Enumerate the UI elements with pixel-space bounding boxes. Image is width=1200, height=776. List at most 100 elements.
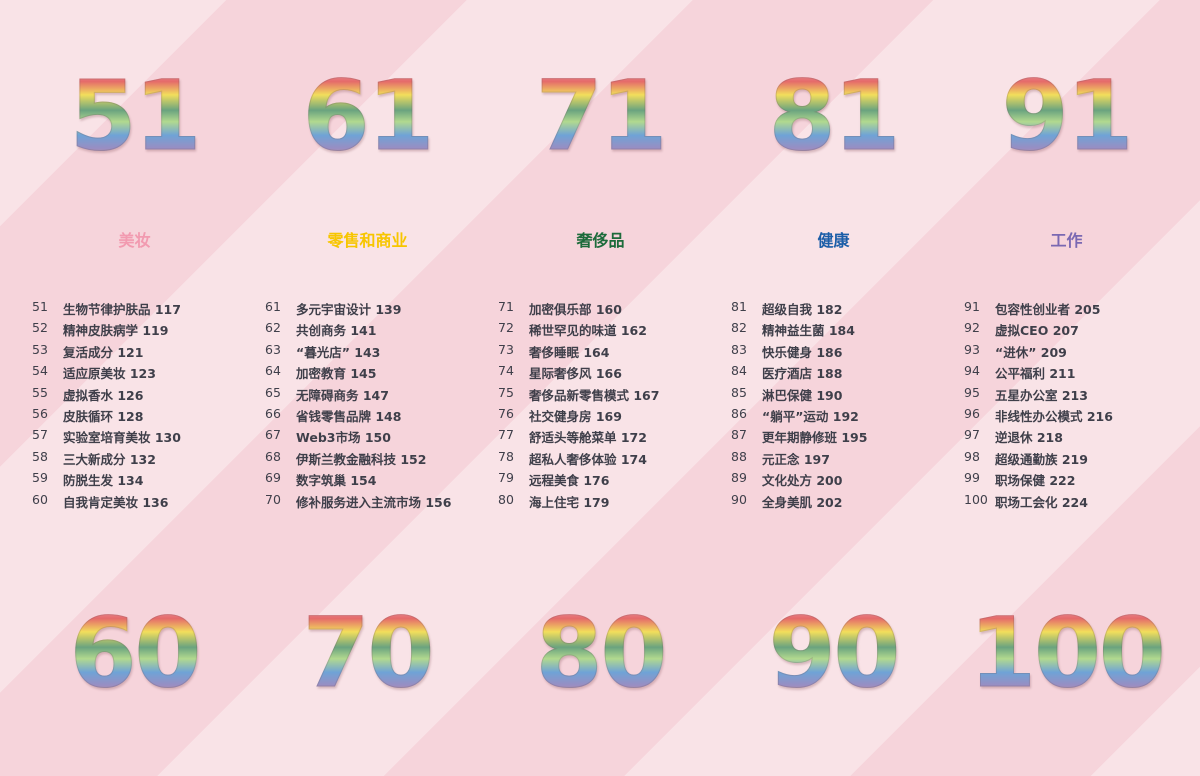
trend-title-page: 三大新成分 132 xyxy=(63,451,156,467)
range-start-number: 71 xyxy=(484,68,717,165)
trend-title-page: 超级自我 182 xyxy=(762,302,843,317)
trend-title-page: 职场工会化 224 xyxy=(995,494,1088,510)
trend-number: 69 xyxy=(265,470,281,486)
trend-number: 96 xyxy=(964,405,980,421)
trend-title-page: 实验室培育美妆 130 xyxy=(63,430,181,446)
trend-number: 91 xyxy=(964,299,980,314)
list-item: 74 星际奢侈风 166 xyxy=(498,363,659,384)
trend-number: 75 xyxy=(498,384,514,400)
category-column: 81 健康 81 超级自我 182 82 精神益生菌 184 83 快乐健身 186 84 医… xyxy=(717,0,950,776)
range-end-number: 70 xyxy=(251,605,484,702)
trend-number: 71 xyxy=(498,299,514,314)
list-item: 94 公平福利 211 xyxy=(964,363,1113,384)
trend-number: 72 xyxy=(498,320,514,336)
trend-title-page: 精神皮肤病学 119 xyxy=(63,323,169,339)
trend-title-page: 远程美食 176 xyxy=(529,473,610,489)
trend-number: 51 xyxy=(32,299,48,314)
trend-title-page: 虚拟CEO 207 xyxy=(995,323,1079,339)
list-item: 89 文化处方 200 xyxy=(731,470,867,491)
trend-title-page: 快乐健身 186 xyxy=(762,344,843,360)
list-item: 58 三大新成分 132 xyxy=(32,449,181,470)
range-end-number: 90 xyxy=(717,605,950,702)
list-item: 95 五星办公室 213 xyxy=(964,385,1113,406)
trend-title-page: 五星办公室 213 xyxy=(995,387,1088,403)
list-item: 68 伊斯兰教金融科技 152 xyxy=(265,449,451,470)
trend-title-page: 社交健身房 169 xyxy=(529,408,622,424)
list-item: 90 全身美肌 202 xyxy=(731,492,867,513)
list-item: 85 淋巴保健 190 xyxy=(731,385,867,406)
list-item: 79 远程美食 176 xyxy=(498,470,659,491)
trend-number: 94 xyxy=(964,363,980,379)
list-item: 93 “进休” 209 xyxy=(964,342,1113,363)
range-end-number: 60 xyxy=(18,605,251,702)
trend-number: 87 xyxy=(731,427,747,443)
trend-number: 53 xyxy=(32,341,48,357)
trend-title-page: 稀世罕见的味道 162 xyxy=(529,323,647,339)
list-item: 100 职场工会化 224 xyxy=(964,492,1113,513)
trend-number: 74 xyxy=(498,363,514,379)
list-item: 86 “躺平”运动 192 xyxy=(731,406,867,427)
trend-title-page: 皮肤循环 128 xyxy=(63,408,144,424)
list-item: 54 适应原美妆 123 xyxy=(32,363,181,384)
list-item: 67 Web3市场 150 xyxy=(265,427,451,448)
trend-number: 59 xyxy=(32,470,48,486)
trend-number: 80 xyxy=(498,491,514,507)
trend-number: 55 xyxy=(32,384,48,400)
trend-number: 73 xyxy=(498,341,514,357)
trend-title-page: Web3市场 150 xyxy=(296,430,391,446)
category-title: 美妆 xyxy=(118,231,151,250)
list-item: 97 逆退休 218 xyxy=(964,427,1113,448)
category-column: 71 奢侈品 71 加密俱乐部 160 72 稀世罕见的味道 162 73 奢侈睡眠 16… xyxy=(484,0,717,776)
trend-number: 95 xyxy=(964,384,980,400)
trend-number: 65 xyxy=(265,384,281,400)
trend-number: 57 xyxy=(32,427,48,443)
trend-title-page: 多元宇宙设计 139 xyxy=(296,302,402,317)
list-item: 92 虚拟CEO 207 xyxy=(964,320,1113,341)
list-item: 65 无障碍商务 147 xyxy=(265,385,451,406)
list-item: 60 自我肯定美妆 136 xyxy=(32,492,181,513)
trend-list: 81 超级自我 182 82 精神益生菌 184 83 快乐健身 186 84 医疗酒店 18… xyxy=(731,299,867,513)
trend-title-page: 复活成分 121 xyxy=(63,344,144,360)
trend-title-page: 元正念 197 xyxy=(762,451,830,467)
trend-title-page: “暮光店” 143 xyxy=(296,344,381,360)
list-item: 69 数字筑巢 154 xyxy=(265,470,451,491)
range-end-number: 80 xyxy=(484,605,717,702)
trend-title-page: 无障碍商务 147 xyxy=(296,387,389,403)
list-item: 53 复活成分 121 xyxy=(32,342,181,363)
trend-title-page: 医疗酒店 188 xyxy=(762,366,843,382)
list-item: 57 实验室培育美妆 130 xyxy=(32,427,181,448)
trend-title-page: 文化处方 200 xyxy=(762,473,843,489)
trend-title-page: 更年期静修班 195 xyxy=(762,430,868,446)
list-item: 77 舒适头等舱菜单 172 xyxy=(498,427,659,448)
trend-number: 56 xyxy=(32,405,48,421)
list-item: 61 多元宇宙设计 139 xyxy=(265,299,451,320)
trend-title-page: 虚拟香水 126 xyxy=(63,387,144,403)
trend-title-page: 修补服务进入主流市场 156 xyxy=(296,494,452,510)
trend-title-page: 淋巴保健 190 xyxy=(762,387,843,403)
trend-number: 84 xyxy=(731,363,747,379)
list-item: 80 海上住宅 179 xyxy=(498,492,659,513)
category-title: 健康 xyxy=(817,231,850,250)
trend-title-page: 非线性办公模式 216 xyxy=(995,408,1113,424)
trend-title-page: 逆退休 218 xyxy=(995,430,1063,446)
trend-title-page: 公平福利 211 xyxy=(995,366,1076,382)
trend-title-page: 共创商务 141 xyxy=(296,323,377,339)
trend-number: 82 xyxy=(731,320,747,336)
trend-number: 66 xyxy=(265,405,281,421)
list-item: 66 省钱零售品牌 148 xyxy=(265,406,451,427)
list-item: 98 超级通勤族 219 xyxy=(964,449,1113,470)
range-start-number: 51 xyxy=(18,68,251,165)
list-item: 71 加密俱乐部 160 xyxy=(498,299,659,320)
trend-list: 61 多元宇宙设计 139 62 共创商务 141 63 “暮光店” 143 64 加密教育 … xyxy=(265,299,451,513)
list-item: 72 稀世罕见的味道 162 xyxy=(498,320,659,341)
list-item: 96 非线性办公模式 216 xyxy=(964,406,1113,427)
list-item: 75 奢侈品新零售模式 167 xyxy=(498,385,659,406)
list-item: 87 更年期静修班 195 xyxy=(731,427,867,448)
trend-number: 68 xyxy=(265,448,281,464)
list-item: 76 社交健身房 169 xyxy=(498,406,659,427)
trend-title-page: 海上住宅 179 xyxy=(529,494,610,510)
trend-title-page: 星际奢侈风 166 xyxy=(529,366,622,382)
range-start-number: 81 xyxy=(717,68,950,165)
category-title: 奢侈品 xyxy=(576,231,625,250)
trend-number: 100 xyxy=(964,491,988,507)
